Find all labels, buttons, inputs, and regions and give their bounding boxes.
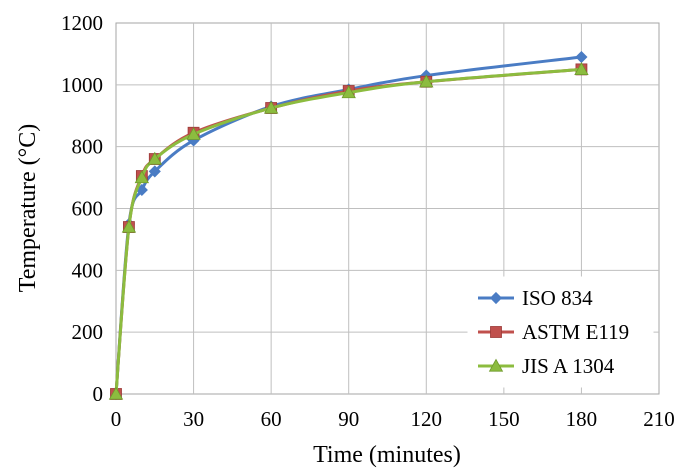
- x-axis-title: Time (minutes): [313, 442, 461, 468]
- x-tick-label: 30: [183, 407, 204, 431]
- x-tick-label: 120: [411, 407, 443, 431]
- y-tick-label: 1200: [61, 11, 103, 35]
- legend-marker: [488, 358, 504, 372]
- data-point: [121, 219, 137, 233]
- x-tick-label: 60: [261, 407, 282, 431]
- gridlines: [116, 23, 659, 394]
- x-tick-label: 0: [111, 407, 122, 431]
- legend-marker: [489, 291, 503, 305]
- data-point: [341, 85, 356, 99]
- data-point: [108, 386, 124, 400]
- tick-labels: 0 30 60 90 120 150 180 210 0 200 400 600 800 1000 1200: [61, 11, 675, 431]
- x-tick-label: 180: [566, 407, 598, 431]
- x-tick-label: 150: [488, 407, 520, 431]
- x-tick-label: 210: [643, 407, 675, 431]
- legend-label: ISO 834: [522, 286, 593, 310]
- data-point: [263, 100, 279, 114]
- y-tick-label: 0: [93, 382, 104, 406]
- y-tick-label: 1000: [61, 73, 103, 97]
- series-group: [108, 50, 589, 401]
- legend: ISO 834 ASTM E119 JIS A 1304: [467, 276, 654, 388]
- data-point: [574, 62, 589, 75]
- data-point: [419, 74, 434, 88]
- data-point: [134, 170, 150, 184]
- y-tick-label: 200: [72, 320, 104, 344]
- y-axis-title: Temperature (°C): [15, 124, 41, 293]
- y-tick-label: 400: [72, 258, 104, 282]
- y-tick-label: 600: [72, 197, 104, 221]
- legend-label: ASTM E119: [522, 320, 629, 344]
- legend-marker: [490, 326, 502, 338]
- series-3: [108, 62, 589, 400]
- legend-label: JIS A 1304: [522, 354, 615, 378]
- data-point: [186, 126, 201, 140]
- x-tick-label: 90: [338, 407, 359, 431]
- data-point: [147, 151, 162, 165]
- y-tick-label: 800: [72, 135, 104, 159]
- data-point: [148, 165, 161, 178]
